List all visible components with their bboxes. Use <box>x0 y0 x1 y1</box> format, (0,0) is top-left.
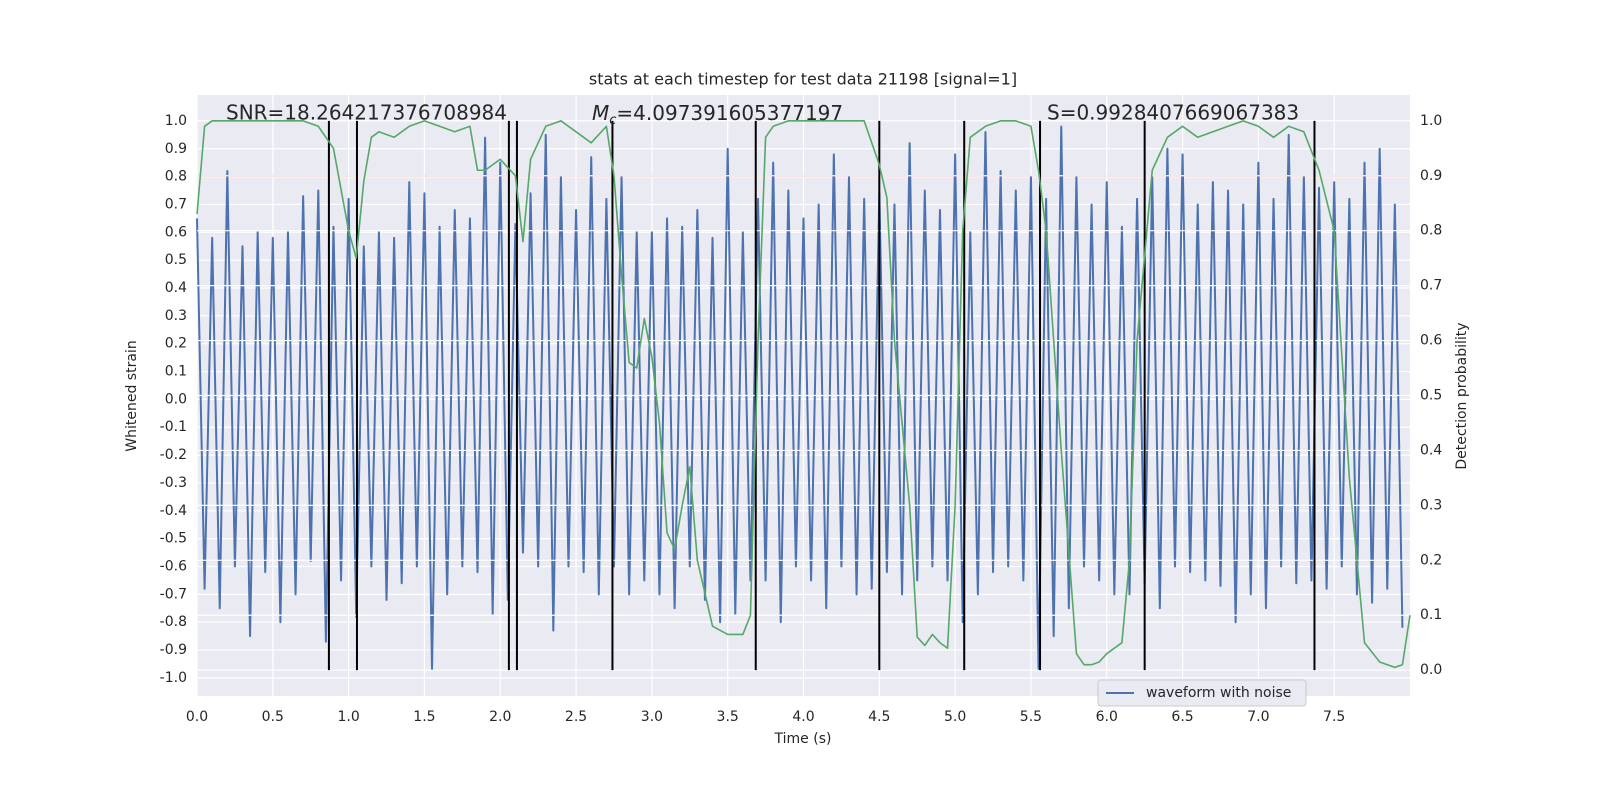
x-tick-label: 6.0 <box>1096 709 1118 725</box>
y-tick-label: 0.6 <box>165 224 187 240</box>
x-tick-label: 0.5 <box>262 709 284 725</box>
y2-tick-label: 0.0 <box>1420 662 1442 678</box>
x-tick-label: 1.5 <box>413 709 435 725</box>
y-tick-label: -0.5 <box>160 531 187 547</box>
y-tick-label: -0.2 <box>160 447 187 463</box>
x-tick-label: 6.5 <box>1171 709 1193 725</box>
y-tick-label: 0.0 <box>165 391 187 407</box>
x-tick-label: 3.5 <box>717 709 739 725</box>
y-tick-label: 0.5 <box>165 252 187 268</box>
y-tick-label: 1.0 <box>165 113 187 129</box>
x-axis-label: Time (s) <box>774 731 832 747</box>
legend-box <box>1097 679 1307 707</box>
y2-tick-label: 0.8 <box>1420 223 1442 239</box>
y-tick-label: -0.4 <box>160 503 187 519</box>
y-tick-label: 0.3 <box>165 308 187 324</box>
x-tick-label: 2.5 <box>565 709 587 725</box>
annotation: SNR=18.264217376708984 <box>226 101 507 125</box>
x-tick-label: 5.0 <box>944 709 966 725</box>
x-tick-label: 7.5 <box>1323 709 1345 725</box>
y-tick-label: 0.2 <box>165 336 187 352</box>
annotation-part: =4.097391605377197 <box>616 101 843 125</box>
y-tick-label: -0.8 <box>160 614 187 630</box>
y-tick-label: -0.3 <box>160 475 187 491</box>
x-tick-label: 2.0 <box>489 709 511 725</box>
annotation: S=0.9928407669067383 <box>1047 101 1299 125</box>
y-tick-label: 0.7 <box>165 196 187 212</box>
y2-axis-label: Detection probability <box>1454 322 1470 469</box>
y2-tick-label: 0.2 <box>1420 552 1442 568</box>
annotation-part: M <box>592 101 609 125</box>
y2-tick-label: 0.1 <box>1420 607 1442 623</box>
probability-line <box>196 120 1411 669</box>
y-tick-label: -0.9 <box>160 642 187 658</box>
x-tick-label: 4.0 <box>792 709 814 725</box>
legend-label: waveform with noise <box>1146 685 1291 701</box>
y2-tick-label: 0.5 <box>1420 388 1442 404</box>
y2-tick-label: 0.6 <box>1420 333 1442 349</box>
x-tick-label: 0.0 <box>186 709 208 725</box>
y2-tick-label: 0.4 <box>1420 442 1442 458</box>
y2-tick-label: 0.7 <box>1420 278 1442 294</box>
annotation-part: c <box>609 113 616 128</box>
waveform-line <box>196 125 1404 671</box>
x-tick-label: 7.0 <box>1247 709 1269 725</box>
y2-tick-label: 0.9 <box>1420 168 1442 184</box>
x-tick-label: 5.5 <box>1020 709 1042 725</box>
y-tick-label: 0.4 <box>165 280 187 296</box>
y-tick-label: -0.6 <box>160 558 187 574</box>
x-tick-label: 3.0 <box>641 709 663 725</box>
annotation: Mc=4.097391605377197 <box>592 101 843 128</box>
y-tick-label: 0.9 <box>165 141 187 157</box>
x-tick-label: 4.5 <box>868 709 890 725</box>
y2-tick-label: 0.3 <box>1420 497 1442 513</box>
y-tick-label: 0.1 <box>165 364 187 380</box>
chart-title: stats at each timestep for test data 211… <box>589 70 1017 89</box>
y-tick-label: -1.0 <box>160 670 187 686</box>
x-tick-label: 1.0 <box>337 709 359 725</box>
y-tick-label: -0.1 <box>160 419 187 435</box>
y-axis-label: Whitened strain <box>124 340 140 451</box>
y-tick-label: 0.8 <box>165 169 187 185</box>
y2-tick-label: 1.0 <box>1420 113 1442 129</box>
y-tick-label: -0.7 <box>160 586 187 602</box>
